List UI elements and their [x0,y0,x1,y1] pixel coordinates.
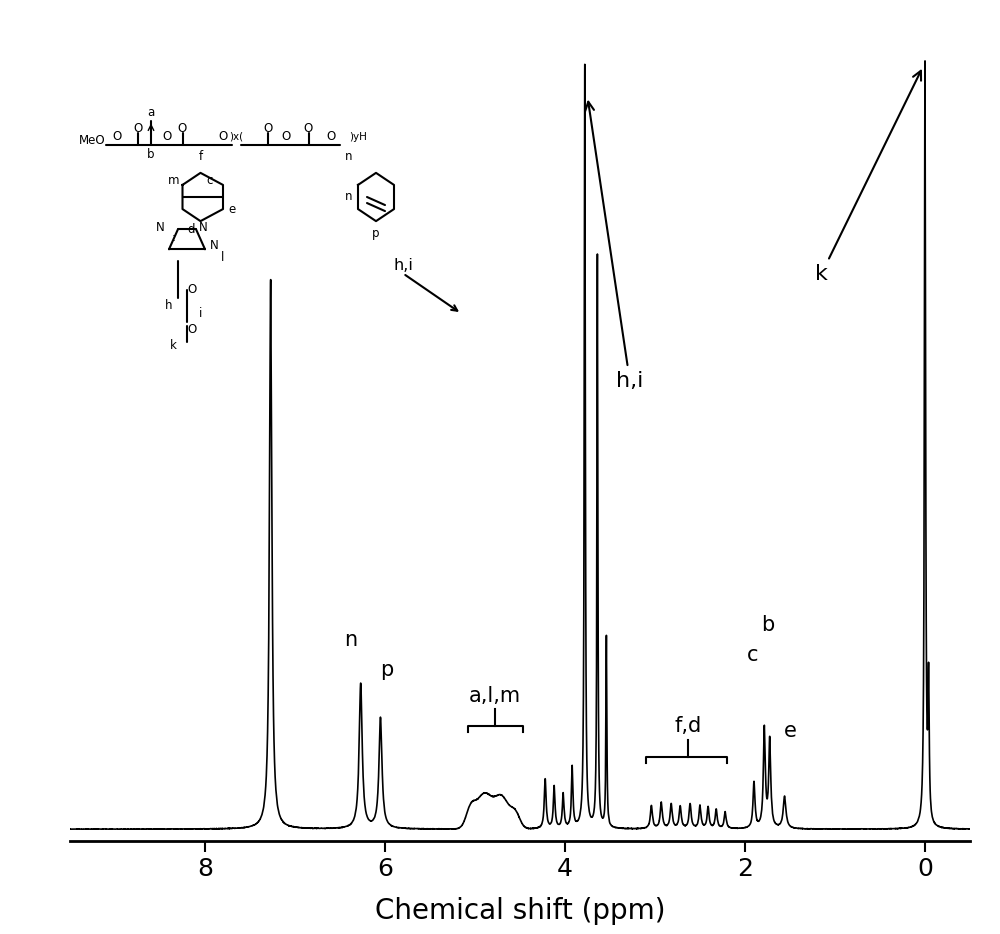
Text: c: c [747,645,758,665]
Text: h,i: h,i [585,102,643,390]
Text: e: e [784,721,796,742]
Text: p: p [380,660,393,680]
Text: a,l,m: a,l,m [469,686,521,705]
Text: n: n [344,630,357,650]
Text: k: k [815,71,921,284]
Text: f,d: f,d [675,716,702,736]
Text: b: b [761,615,775,634]
X-axis label: Chemical shift (ppm): Chemical shift (ppm) [375,898,665,926]
